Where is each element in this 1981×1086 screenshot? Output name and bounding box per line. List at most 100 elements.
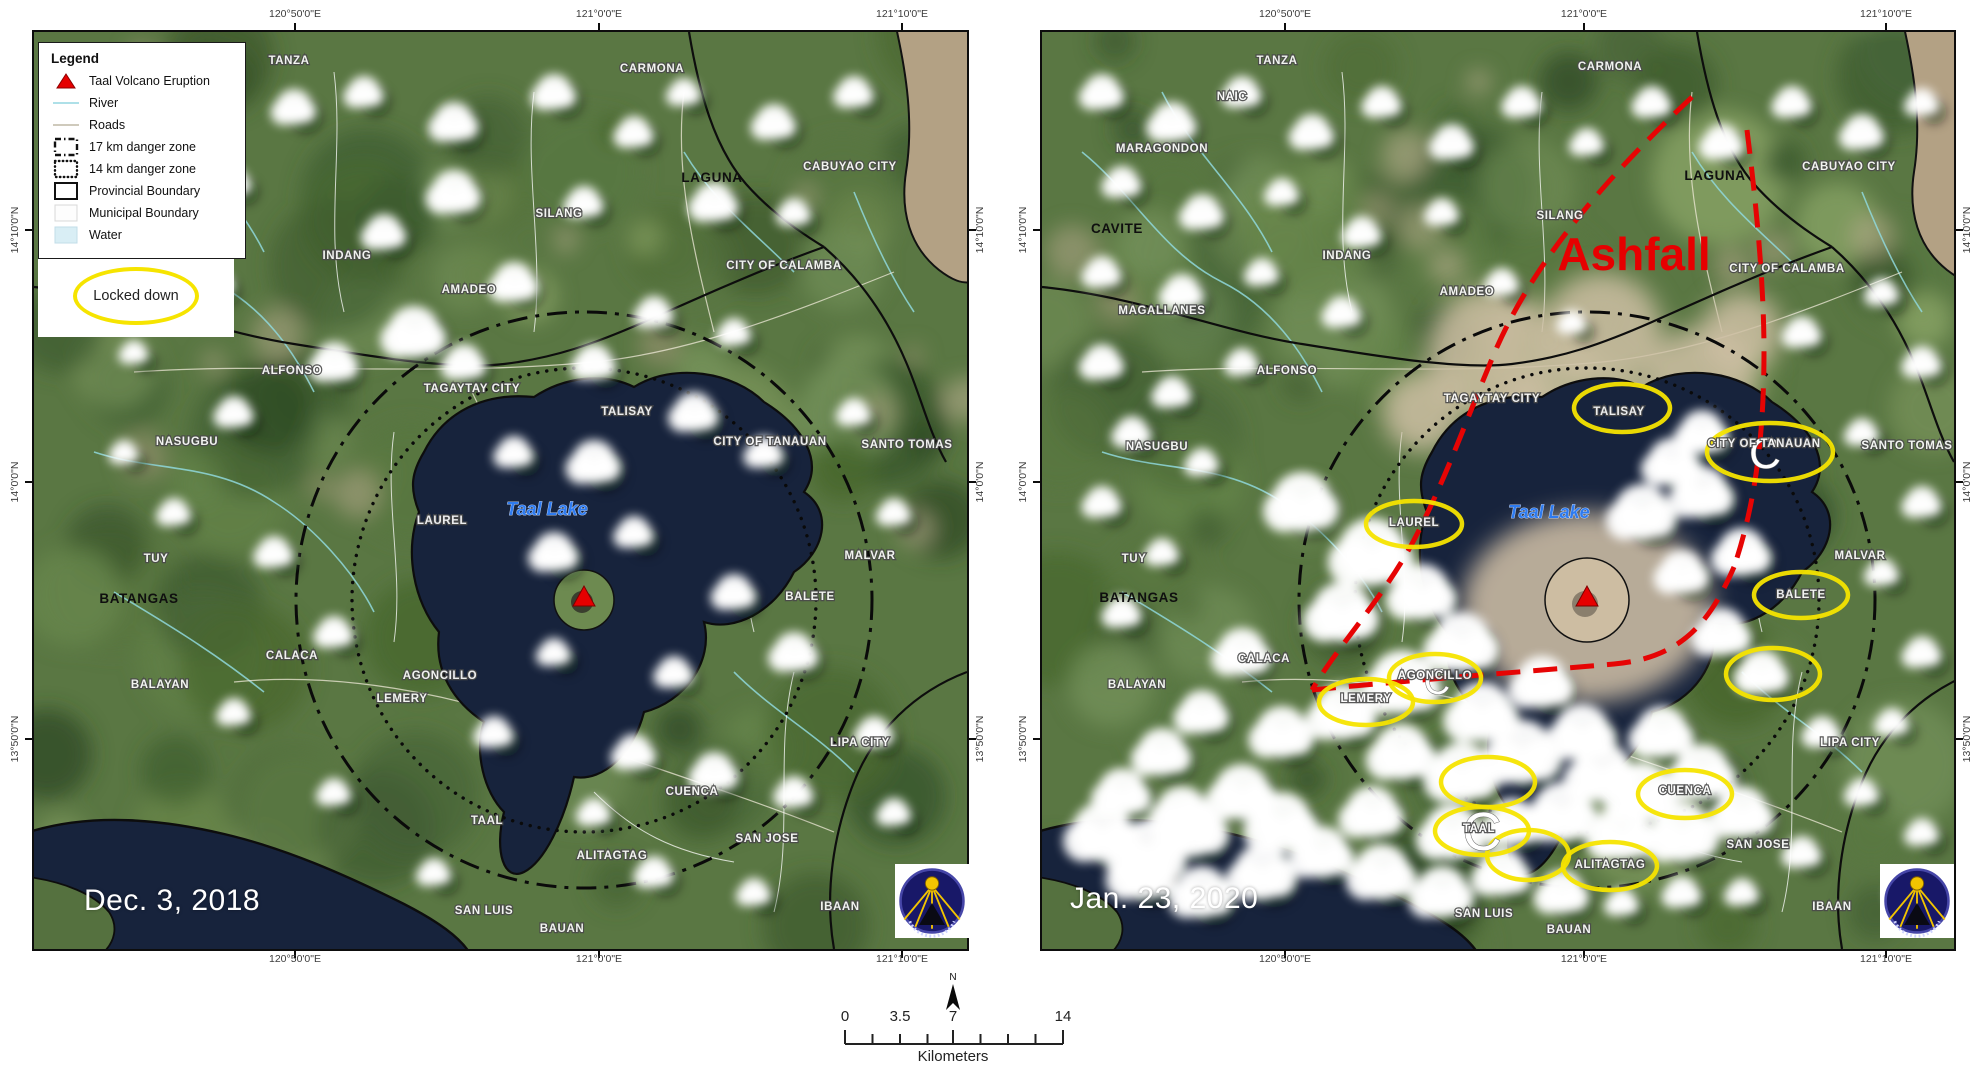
legend-item-eruption-triangle: Taal Volcano Eruption	[51, 72, 235, 90]
grid-tick	[25, 738, 34, 740]
grid-left-2: 13°50'0"N	[1017, 715, 1029, 763]
place-label-taal: TAAL	[471, 815, 503, 827]
lockdown-ellipse	[1635, 767, 1735, 821]
scale-value-3.5: 3.5	[889, 1008, 911, 1025]
grid-right-0: 14°10'0"N	[1961, 206, 1973, 254]
taal-lake-label: Taal Lake	[506, 499, 587, 519]
grid-left-1: 14°0'0"N	[9, 461, 21, 503]
place-label-tuy: TUY	[1122, 553, 1147, 565]
grid-bottom-2: 121°10'0"E	[1860, 953, 1912, 965]
date-label-before: Dec. 3, 2018	[84, 884, 261, 917]
legend-box: Legend Taal Volcano Eruption River Roads 17…	[38, 42, 246, 259]
place-label-city-of-calamba: CITY OF CALAMBA	[1729, 263, 1844, 275]
grid-top-1: 121°0'0"E	[1560, 8, 1608, 20]
grid-tick	[1284, 23, 1286, 32]
grid-top-1: 121°0'0"E	[575, 8, 623, 20]
place-label-san-jose: SAN JOSE	[1727, 839, 1790, 851]
c-mark: C	[1424, 661, 1450, 702]
dashdot-box-icon	[51, 137, 81, 157]
legend-title: Legend	[51, 51, 100, 66]
lockdown-ellipse	[1363, 498, 1465, 550]
place-label-alitagtag: ALITAGTAG	[577, 850, 648, 862]
place-label-indang: INDANG	[1323, 250, 1372, 262]
road-line-icon	[51, 116, 81, 134]
agency-logo	[1880, 864, 1954, 938]
place-label-carmona: CARMONA	[620, 63, 684, 75]
legend-item-label: Water	[89, 228, 122, 242]
place-label-san-jose: SAN JOSE	[736, 833, 799, 845]
lockdown-ellipse	[1316, 676, 1416, 728]
grid-left-0: 14°10'0"N	[9, 206, 21, 254]
ashfall-boundary-line	[1731, 129, 1767, 568]
place-label-lemery: LEMERY	[1340, 693, 1391, 705]
grid-bottom-2: 121°10'0"E	[876, 953, 928, 965]
c-mark: C	[1463, 802, 1502, 862]
grid-bottom-1: 121°0'0"E	[1560, 953, 1608, 965]
grid-tick	[1954, 481, 1963, 483]
grid-tick	[901, 949, 903, 958]
grid-bottom-0: 120°50'0"E	[269, 953, 321, 965]
place-label-magallanes: MAGALLANES	[1118, 305, 1205, 317]
legend-item-dashdot-box: 17 km danger zone	[51, 137, 235, 157]
legend-item-label: 14 km danger zone	[89, 162, 197, 176]
grid-tick	[1885, 23, 1887, 32]
place-label-agoncillo: AGONCILLO	[1398, 670, 1472, 682]
grid-tick	[1583, 23, 1585, 32]
phivolcs-logo-icon	[1880, 864, 1954, 938]
taal-volcano-eruption-marker	[572, 584, 596, 607]
grid-top-0: 120°50'0"E	[269, 8, 321, 20]
grid-right-0: 14°10'0"N	[974, 206, 986, 254]
solid-box-icon	[51, 182, 81, 200]
grid-tick	[598, 23, 600, 32]
scale-unit-label: Kilometers	[917, 1048, 989, 1065]
grid-tick	[294, 949, 296, 958]
c-mark: C	[1749, 429, 1781, 478]
satellite-map-after: Ashfall C C C TANZA NAIC CARMONA MARAGONDON LAGU…	[1042, 32, 1954, 949]
place-label-cavite: CAVITE	[1091, 221, 1143, 236]
legend-item-road-line: Roads	[51, 116, 235, 134]
grid-tick	[1033, 738, 1042, 740]
legend-item-river-line: River	[51, 94, 235, 112]
place-label-batangas: BATANGAS	[1099, 590, 1178, 605]
place-label-indang: INDANG	[323, 250, 372, 262]
place-label-balete: BALETE	[1776, 589, 1826, 601]
place-label-lemery: LEMERY	[376, 693, 427, 705]
grid-top-0: 120°50'0"E	[1259, 8, 1311, 20]
grid-top-2: 121°10'0"E	[1860, 8, 1912, 20]
grid-tick	[1033, 229, 1042, 231]
legend-item-label: River	[89, 96, 119, 110]
place-label-lipa-city: LIPA CITY	[1820, 737, 1880, 749]
grid-top-2: 121°10'0"E	[876, 8, 928, 20]
scale-value-0: 0	[840, 1008, 850, 1025]
grid-right-2: 13°50'0"N	[1961, 715, 1973, 763]
grid-tick	[1033, 481, 1042, 483]
place-label-ibaan: IBAAN	[820, 901, 859, 913]
place-label-malvar: MALVAR	[844, 550, 895, 562]
grid-tick	[1954, 738, 1963, 740]
grid-tick	[25, 481, 34, 483]
place-label-alitagtag: ALITAGTAG	[1575, 859, 1646, 871]
phivolcs-logo-icon	[895, 864, 969, 938]
legend-item-plain-box: Municipal Boundary	[51, 204, 235, 222]
grid-tick	[25, 229, 34, 231]
place-label-tanza: TANZA	[268, 55, 309, 67]
place-label-maragondon: MARAGONDON	[1116, 143, 1208, 155]
place-label-san-luis: SAN LUIS	[1455, 908, 1513, 920]
satellite-map-before: TANZA CARMONA CABUYAO CITY LAGUNA SILANG INDA…	[34, 32, 967, 949]
legend-item-label: 17 km danger zone	[89, 140, 197, 154]
lockdown-ellipse	[1751, 569, 1851, 621]
place-label-city-of-tanauan: CITY OF TANAUAN	[1707, 438, 1820, 450]
place-label-nasugbu: NASUGBU	[1126, 441, 1188, 453]
place-label-cabuyao-city: CABUYAO CITY	[803, 161, 897, 173]
lockdown-ellipse	[1723, 645, 1823, 703]
plain-box-icon	[51, 204, 81, 222]
north-label: N	[949, 972, 957, 983]
place-label-balete: BALETE	[785, 591, 835, 603]
date-label-after: Jan. 23, 2020	[1070, 882, 1259, 915]
lockdown-ellipse	[1571, 381, 1673, 435]
place-label-laguna: LAGUNA	[681, 170, 742, 185]
grid-right-1: 14°0'0"N	[974, 461, 986, 503]
legend-item-label: Roads	[89, 118, 126, 132]
grid-left-0: 14°10'0"N	[1017, 206, 1029, 254]
place-label-laurel: LAUREL	[417, 515, 467, 527]
